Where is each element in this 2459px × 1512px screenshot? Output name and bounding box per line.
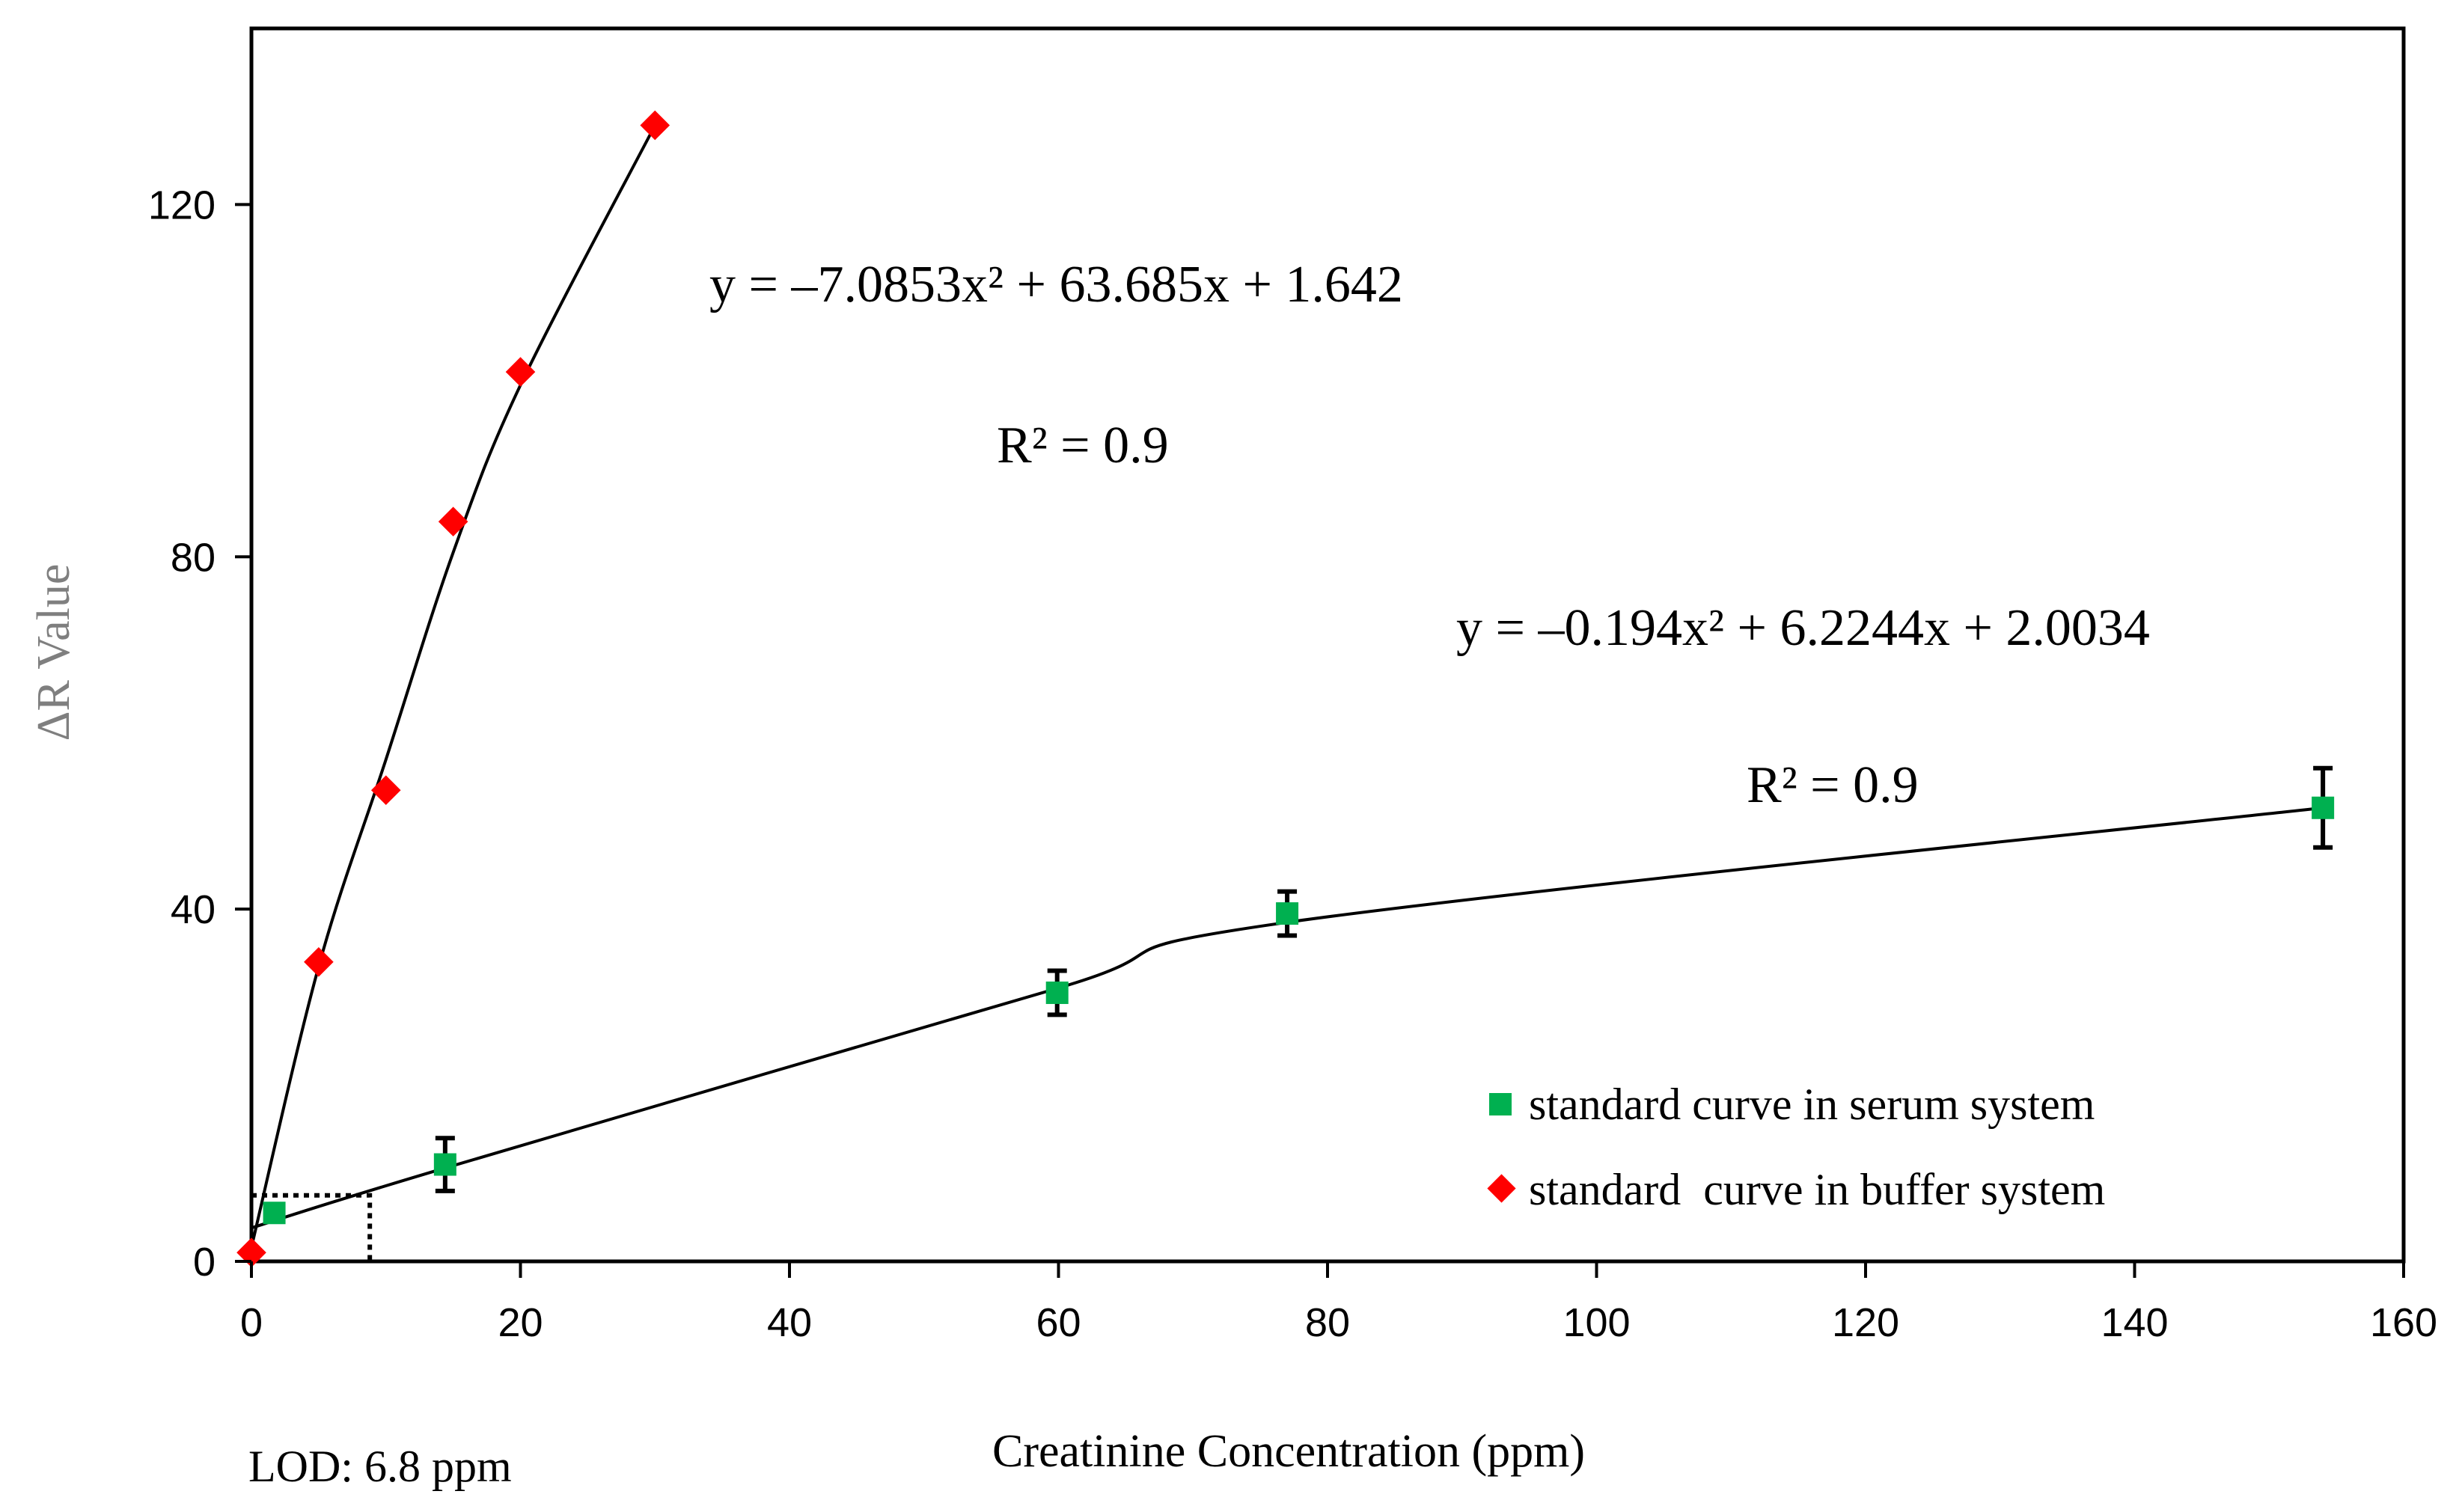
serum-point (263, 1202, 286, 1225)
serum-point (1045, 981, 1069, 1004)
serum-point (433, 1153, 456, 1176)
x-tick-label: 20 (498, 1300, 543, 1345)
serum-point (1276, 902, 1299, 925)
buffer-point (505, 357, 536, 387)
y-tick-label: 40 (171, 887, 216, 932)
legend-buffer-label: standard curve in buffer system (1529, 1165, 2105, 1214)
buffer-point (640, 110, 671, 141)
x-tick-label: 120 (1832, 1300, 1899, 1345)
data-markers (236, 110, 2335, 1268)
buffer-fit-r2: R² = 0.9 (997, 417, 1169, 474)
serum-fit-equation: y = –0.194x² + 6.2244x + 2.0034 (1456, 599, 2150, 657)
legend-serum-marker (1489, 1093, 1512, 1115)
y-tick-label: 0 (193, 1240, 216, 1285)
buffer-point (438, 506, 468, 536)
lod-annotation: LOD: 6.8 ppm (248, 1442, 512, 1491)
serum-point (2312, 796, 2335, 819)
x-axis-title: Creatinine Concentration (ppm) (992, 1426, 1585, 1477)
lod-dotted-line (251, 1193, 373, 1261)
y-tick-label: 120 (148, 183, 216, 227)
x-tick-label: 80 (1305, 1300, 1350, 1345)
buffer-fit-equation: y = –7.0853x² + 63.685x + 1.642 (709, 256, 1403, 313)
legend: standard curve in serum system standard … (1487, 1080, 2105, 1214)
legend-serum-label: standard curve in serum system (1529, 1080, 2095, 1129)
x-tick-label: 100 (1563, 1300, 1630, 1345)
x-axis-ticks: 0 20 40 60 80 100 120 140 160 (240, 1261, 2437, 1345)
x-tick-label: 140 (2101, 1300, 2168, 1345)
legend-buffer-marker (1487, 1174, 1516, 1203)
serum-fit-r2: R² = 0.9 (1747, 756, 1919, 814)
x-tick-label: 60 (1036, 1300, 1081, 1345)
buffer-point (370, 775, 401, 806)
buffer-point (304, 946, 334, 977)
y-axis-ticks: 0 40 80 120 (148, 183, 251, 1285)
x-tick-label: 0 (240, 1300, 263, 1345)
y-tick-label: 80 (171, 535, 216, 580)
x-tick-label: 160 (2370, 1300, 2437, 1345)
x-tick-label: 40 (767, 1300, 812, 1345)
lod-box (251, 1193, 373, 1261)
buffer-fit-curve (250, 124, 657, 1248)
y-axis-title: ΔR Value (28, 564, 79, 741)
